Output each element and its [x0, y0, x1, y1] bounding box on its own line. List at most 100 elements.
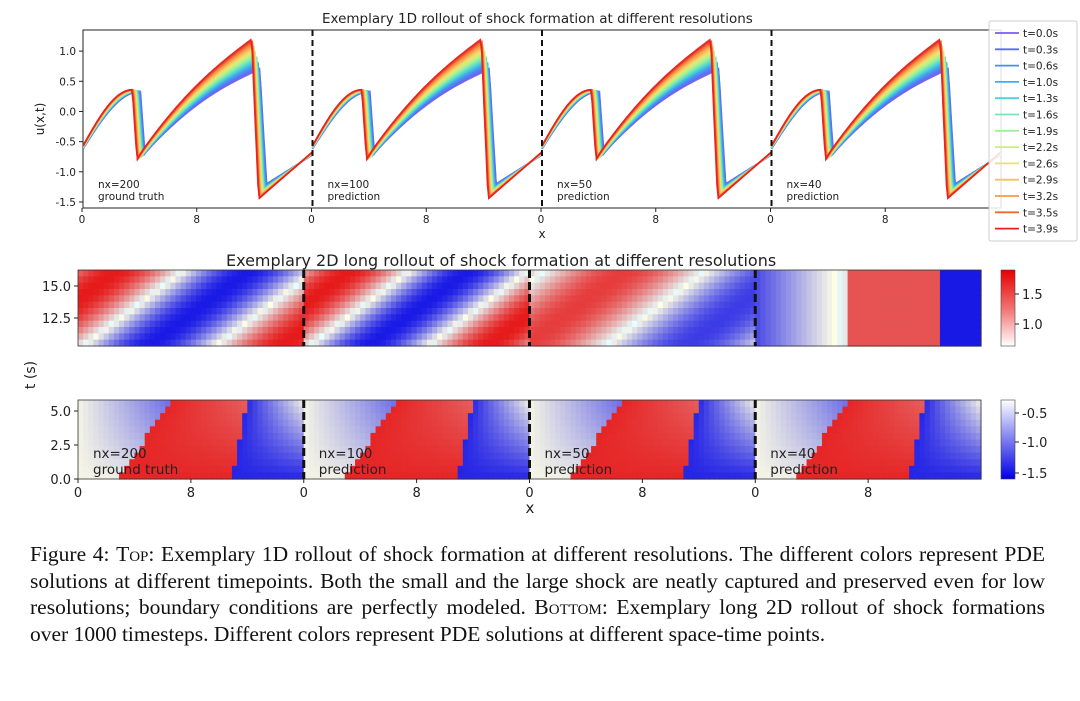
heatmap-cell [452, 465, 459, 474]
heatmap-cell [83, 301, 89, 309]
heatmap-cell [190, 406, 197, 414]
heatmap-cell [770, 439, 777, 447]
heatmap-cell [775, 295, 782, 303]
heatmap-cell [447, 314, 454, 322]
heatmap-cell [929, 282, 936, 290]
heatmap-cell [703, 432, 710, 441]
heatmap-cell [868, 327, 874, 334]
heatmap-cell [842, 327, 849, 334]
heatmap-cell [575, 472, 582, 480]
heatmap-cell [98, 314, 105, 322]
heatmap-cell [898, 314, 905, 322]
heatmap-cell [934, 406, 941, 414]
heatmap-cell [585, 282, 592, 290]
heatmap-cell [154, 327, 161, 334]
heatmap-cell [206, 406, 212, 414]
heatmap-cell [975, 419, 982, 427]
heatmap-cell [237, 295, 243, 303]
heatmap-cell [827, 339, 833, 347]
heatmap-cell [544, 472, 551, 480]
heatmap-cell [416, 439, 423, 447]
heatmap-cell [170, 320, 177, 328]
heatmap-cell [734, 320, 741, 328]
heatmap-cell [498, 426, 505, 434]
heatmap-cell [950, 282, 956, 290]
heatmap-cell [662, 289, 669, 296]
heatmap-cell [319, 432, 325, 441]
heatmap-cell [626, 419, 633, 427]
heatmap-cell [693, 400, 700, 408]
heatmap-cell [262, 276, 269, 284]
heatmap-cell [83, 452, 89, 460]
heatmap-cell [955, 452, 962, 460]
heatmap-cell [283, 446, 289, 454]
heatmap-cell [293, 406, 300, 414]
x-tick-label: 0 [308, 214, 315, 226]
heatmap-cell [324, 465, 330, 474]
heatmap-cell [601, 472, 608, 480]
heatmap-cell [211, 327, 218, 334]
heatmap-cell [324, 406, 330, 414]
heatmap-cell [108, 282, 115, 290]
heatmap-cell [945, 400, 951, 408]
heatmap-cell [739, 439, 746, 447]
heatmap-cell [893, 472, 900, 480]
heatmap-cell [811, 289, 818, 296]
heatmap-cell [144, 333, 151, 341]
heatmap-cell [703, 276, 710, 284]
heatmap-cell [729, 432, 736, 441]
heatmap-cell [508, 339, 515, 347]
heatmap-cell [924, 327, 931, 334]
heatmap-cell [406, 446, 413, 454]
heatmap-cell [78, 472, 84, 480]
heatmap-cell [447, 406, 454, 414]
heatmap-cell [965, 339, 972, 347]
heatmap-cell [462, 452, 469, 460]
heatmap-cell [113, 270, 120, 277]
heatmap-cell [580, 419, 587, 427]
heatmap-cell [714, 400, 720, 408]
heatmap-cell [657, 320, 664, 328]
heatmap-cell [103, 314, 110, 322]
heatmap-cell [760, 327, 767, 334]
heatmap-cell [144, 314, 151, 322]
heatmap-cell [662, 413, 669, 421]
panel-resolution-label: nx=200 [98, 179, 140, 191]
heatmap-cell [929, 419, 936, 427]
heatmap-cell [801, 314, 808, 322]
heatmap-cell [196, 301, 202, 309]
heatmap-cell [786, 301, 792, 309]
heatmap-cell [103, 413, 110, 421]
heatmap-cell [303, 446, 310, 454]
heatmap-cell [750, 465, 756, 474]
heatmap-cell [437, 426, 443, 434]
heatmap-cell [765, 419, 772, 427]
heatmap-cell [693, 327, 700, 334]
heatmap-cell [262, 459, 269, 467]
heatmap-cell [626, 472, 633, 480]
heatmap-cell [775, 314, 782, 322]
heatmap-cell [698, 270, 705, 277]
heatmap-cell [519, 419, 525, 427]
heatmap-cell [791, 327, 797, 334]
heatmap-cell [165, 320, 171, 328]
heatmap-cell [801, 301, 808, 309]
heatmap-cell [452, 446, 459, 454]
heatmap-cell [847, 295, 854, 303]
heatmap-cell [909, 276, 915, 284]
heatmap-cell [473, 406, 479, 414]
heatmap-cell [883, 432, 890, 441]
heatmap-cell [596, 432, 602, 441]
heatmap-cell [883, 282, 890, 290]
heatmap-cell [196, 439, 202, 447]
heatmap-cell [601, 465, 608, 474]
heatmap-cell [334, 327, 341, 334]
heatmap-cell [272, 432, 279, 441]
heatmap-cell [821, 400, 828, 408]
heatmap-cell [842, 446, 849, 454]
heatmap-cell [791, 333, 797, 341]
heatmap-cell [842, 459, 849, 467]
heatmap-cell [442, 452, 449, 460]
heatmap-cell [103, 282, 110, 290]
heatmap-cell [139, 465, 146, 474]
